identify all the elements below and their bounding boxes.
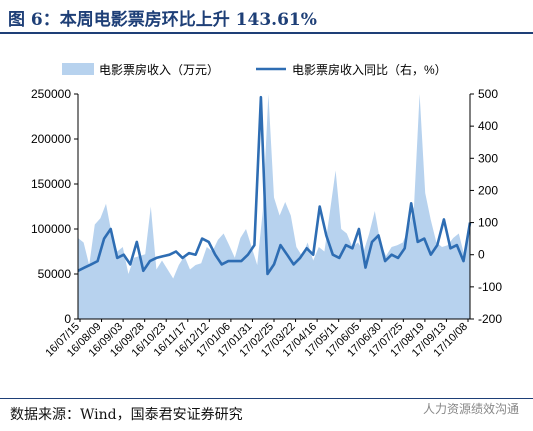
right-tick-label: 100: [478, 216, 498, 230]
left-tick-label: 200000: [31, 132, 71, 146]
title-bar: 图 6：本周电影票房环比上升 143.61%: [0, 0, 533, 34]
right-tick-label: 500: [478, 87, 498, 101]
left-tick-label: 150000: [31, 177, 71, 191]
chart: 0 50000 100000 150000 200000 250000 -200 -100 0 1…: [31, 62, 502, 359]
footer-divider: [0, 398, 533, 399]
watermark: 人力资源绩效沟通: [422, 402, 519, 416]
area-series-box-office: [78, 94, 470, 319]
right-tick-label: 0: [478, 248, 485, 262]
chart-title: 图 6：本周电影票房环比上升 143.61%: [8, 10, 317, 30]
left-tick-label: 100000: [31, 222, 71, 236]
right-tick-label: 300: [478, 151, 498, 165]
left-tick-label: 50000: [38, 267, 72, 281]
right-tick-label: -100: [478, 280, 502, 294]
legend-swatch-area: [62, 63, 94, 75]
legend-label-line: 电影票房收入同比（右，%）: [292, 62, 447, 77]
right-tick-label: 400: [478, 119, 498, 133]
left-tick-label: 250000: [31, 87, 71, 101]
legend-label-area: 电影票房收入（万元）: [99, 62, 219, 77]
source-note: 数据来源：Wind，国泰君安证券研究: [10, 407, 243, 423]
right-tick-label: 200: [478, 183, 498, 197]
line-series-yoy: [77, 95, 472, 276]
left-tick-label: 0: [64, 312, 71, 326]
right-tick-label: -200: [478, 312, 502, 326]
